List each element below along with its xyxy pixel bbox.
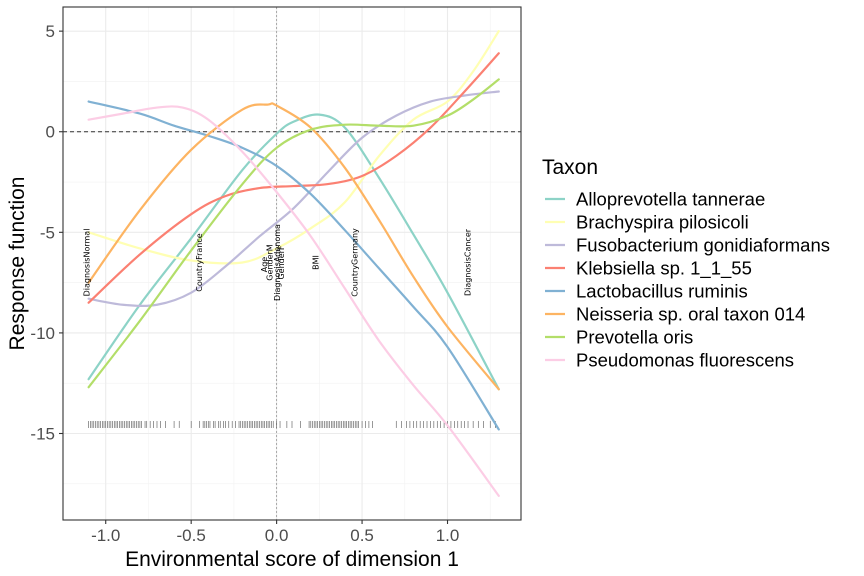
annotation-label: CountryFrance bbox=[195, 233, 204, 291]
panel-border bbox=[62, 6, 522, 521]
variable-annotations: DiagnosisNormal CountryFrance AgeGenderMDi… bbox=[82, 224, 472, 301]
series-lines bbox=[87, 30, 500, 497]
y-axis: 5 0 -5 -10 -15 bbox=[30, 22, 63, 443]
legend-label: Lactobacillus ruminis bbox=[576, 281, 748, 302]
annotation-label: GenderF bbox=[277, 245, 286, 279]
rug-marks bbox=[88, 420, 496, 428]
annotation-label: Age bbox=[260, 257, 269, 273]
legend-label: Brachyspira pilosicoli bbox=[576, 212, 749, 233]
annotation-label: CountryGermany bbox=[351, 228, 360, 297]
plot-border bbox=[62, 6, 522, 521]
plot-area bbox=[63, 7, 521, 520]
legend-label: Prevotella oris bbox=[576, 327, 693, 348]
legend-label: Fusobacterium gonidiaformans bbox=[576, 235, 830, 256]
series-line-2 bbox=[87, 30, 500, 265]
reference-lines bbox=[63, 7, 521, 520]
series-line-8 bbox=[87, 105, 500, 497]
plot-panel bbox=[63, 7, 521, 520]
annotation-label: DiagnosisAdenoma bbox=[273, 224, 282, 301]
legend-title: Taxon bbox=[542, 156, 598, 179]
y-tick-label: -5 bbox=[40, 223, 55, 242]
x-axis-title: Environmental score of dimension 1 bbox=[125, 548, 459, 571]
x-tick-label: 0.0 bbox=[265, 526, 289, 545]
series-line-6 bbox=[87, 102, 500, 391]
y-tick-label: -10 bbox=[30, 324, 55, 343]
series-line-3 bbox=[87, 90, 500, 307]
x-tick-label: -0.5 bbox=[177, 526, 206, 545]
series-line-7 bbox=[87, 78, 500, 389]
annotation-label: DiagnosisCancer bbox=[464, 228, 473, 296]
y-tick-label: 0 bbox=[46, 123, 55, 142]
y-axis-title: Response function bbox=[6, 177, 29, 351]
y-tick-label: -15 bbox=[30, 424, 55, 443]
legend: Taxon Alloprevotella tanneraeBrachyspira… bbox=[542, 156, 830, 371]
annotation-label: GenderM bbox=[265, 244, 274, 280]
x-tick-label: 0.5 bbox=[350, 526, 374, 545]
annotation-label: DiagnosisNormal bbox=[82, 229, 91, 297]
series-line-4 bbox=[87, 52, 500, 304]
legend-label: Pseudomonas fluorescens bbox=[576, 350, 794, 371]
legend-label: Alloprevotella tannerae bbox=[576, 189, 765, 210]
series-line-5 bbox=[87, 100, 500, 431]
y-tick-label: 5 bbox=[46, 22, 55, 41]
x-tick-label: -1.0 bbox=[91, 526, 120, 545]
legend-label: Neisseria sp. oral taxon 014 bbox=[576, 304, 805, 325]
legend-label: Klebsiella sp. 1_1_55 bbox=[576, 258, 752, 280]
x-tick-label: 1.0 bbox=[436, 526, 460, 545]
x-axis: -1.0 -0.5 0.0 0.5 1.0 bbox=[91, 520, 459, 545]
annotation-label: BMI bbox=[311, 255, 320, 270]
